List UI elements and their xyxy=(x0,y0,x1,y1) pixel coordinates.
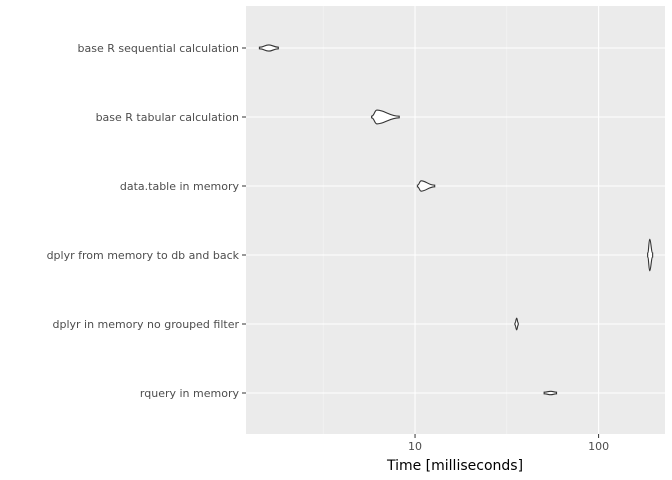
violin xyxy=(543,390,558,396)
y-tick-label: base R tabular calculation xyxy=(96,111,239,124)
x-axis: 10 100 xyxy=(408,434,609,453)
y-tick-label: dplyr in memory no grouped filter xyxy=(52,318,239,331)
violin xyxy=(371,109,400,125)
y-tick-label: base R sequential calculation xyxy=(78,42,239,55)
y-tick-label: rquery in memory xyxy=(140,387,240,400)
violin xyxy=(647,238,654,272)
y-tick-label: dplyr from memory to db and back xyxy=(47,249,240,262)
x-tick-label: 100 xyxy=(588,440,609,453)
x-tick-label: 10 xyxy=(408,440,422,453)
violin xyxy=(258,44,279,52)
plot-panel xyxy=(246,6,665,434)
minor-gridlines xyxy=(322,6,508,434)
x-axis-title: Time [milliseconds] xyxy=(386,458,523,474)
violin xyxy=(416,180,436,192)
y-axis: base R sequential calculation base R tabu… xyxy=(47,42,246,400)
violin xyxy=(514,317,519,331)
violins xyxy=(258,44,654,396)
y-tick-label: data.table in memory xyxy=(120,180,240,193)
major-gridlines xyxy=(246,6,665,434)
